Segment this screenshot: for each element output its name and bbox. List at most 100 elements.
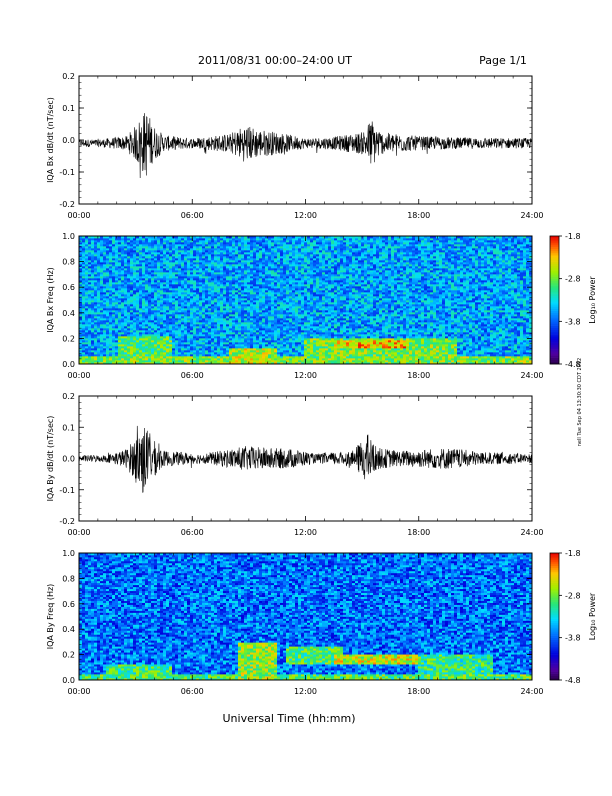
spectrogram-cell bbox=[280, 306, 283, 308]
spectrogram-cell bbox=[166, 238, 169, 240]
spectrogram-cell bbox=[169, 290, 172, 292]
spectrogram-cell bbox=[298, 296, 301, 298]
spectrogram-cell bbox=[250, 344, 253, 346]
spectrogram-cell bbox=[280, 270, 283, 272]
spectrogram-cell bbox=[211, 280, 214, 282]
spectrogram-cell bbox=[301, 272, 304, 274]
spectrogram-cell bbox=[109, 248, 112, 250]
spectrogram-cell bbox=[232, 248, 235, 250]
spectrogram-cell bbox=[265, 280, 268, 282]
spectrogram-cell bbox=[253, 258, 256, 260]
spectrogram-cell bbox=[88, 242, 91, 244]
spectrogram-cell bbox=[103, 302, 106, 304]
spectrogram-cell bbox=[259, 290, 262, 292]
spectrogram-cell bbox=[91, 294, 94, 296]
spectrogram-cell bbox=[118, 336, 121, 338]
spectrogram-cell bbox=[187, 266, 190, 268]
spectrogram-cell bbox=[268, 314, 271, 316]
spectrogram-cell bbox=[244, 312, 247, 314]
spectrogram-cell bbox=[229, 278, 232, 280]
spectrogram-cell bbox=[304, 258, 307, 260]
spectrogram-cell bbox=[127, 302, 130, 304]
spectrogram-cell bbox=[181, 270, 184, 272]
spectrogram-cell bbox=[139, 264, 142, 266]
spectrogram-cell bbox=[244, 338, 247, 340]
spectrogram-cell bbox=[100, 314, 103, 316]
spectrogram-cell bbox=[295, 284, 298, 286]
spectrogram-cell bbox=[127, 242, 130, 244]
spectrogram-cell bbox=[205, 336, 208, 338]
spectrogram-cell bbox=[304, 308, 307, 310]
spectrogram-cell bbox=[133, 346, 136, 348]
spectrogram-cell bbox=[241, 300, 244, 302]
spectrogram-cell bbox=[238, 282, 241, 284]
spectrogram-cell bbox=[109, 348, 112, 350]
spectrogram-cell bbox=[157, 266, 160, 268]
spectrogram-cell bbox=[112, 292, 115, 294]
spectrogram-cell bbox=[298, 294, 301, 296]
spectrogram-cell bbox=[91, 308, 94, 310]
spectrogram-cell bbox=[232, 294, 235, 296]
spectrogram-cell bbox=[112, 324, 115, 326]
spectrogram-cell bbox=[196, 306, 199, 308]
spectrogram-cell bbox=[238, 304, 241, 306]
spectrogram-cell bbox=[175, 320, 178, 322]
spectrogram-cell bbox=[133, 348, 136, 350]
spectrogram-cell bbox=[151, 270, 154, 272]
spectrogram-cell bbox=[214, 346, 217, 348]
spectrogram-cell bbox=[136, 346, 139, 348]
spectrogram-cell bbox=[229, 332, 232, 334]
spectrogram-cell bbox=[259, 336, 262, 338]
spectrogram-cell bbox=[175, 306, 178, 308]
spectrogram-cell bbox=[121, 282, 124, 284]
spectrogram-cell bbox=[277, 242, 280, 244]
spectrogram-cell bbox=[178, 352, 181, 354]
spectrogram-cell bbox=[211, 254, 214, 256]
spectrogram-cell bbox=[124, 266, 127, 268]
spectrogram-cell bbox=[208, 244, 211, 246]
spectrogram-cell bbox=[211, 240, 214, 242]
spectrogram-cell bbox=[151, 242, 154, 244]
spectrogram-cell bbox=[247, 318, 250, 320]
spectrogram-cell bbox=[295, 264, 298, 266]
spectrogram-cell bbox=[187, 354, 190, 356]
spectrogram-cell bbox=[154, 262, 157, 264]
spectrogram-cell bbox=[226, 334, 229, 336]
spectrogram-cell bbox=[202, 328, 205, 330]
spectrogram-cell bbox=[301, 318, 304, 320]
spectrogram-cell bbox=[121, 314, 124, 316]
spectrogram-cell bbox=[295, 294, 298, 296]
spectrogram-cell bbox=[304, 270, 307, 272]
spectrogram-cell bbox=[175, 298, 178, 300]
spectrogram-cell bbox=[133, 254, 136, 256]
spectrogram-cell bbox=[214, 342, 217, 344]
spectrogram-cell bbox=[265, 334, 268, 336]
spectrogram-cell bbox=[220, 318, 223, 320]
spectrogram-cell bbox=[145, 356, 148, 358]
spectrogram-cell bbox=[235, 250, 238, 252]
spectrogram-cell bbox=[148, 250, 151, 252]
spectrogram-cell bbox=[286, 250, 289, 252]
spectrogram-cell bbox=[79, 354, 82, 356]
spectrogram-cell bbox=[265, 272, 268, 274]
spectrogram-cell bbox=[283, 350, 286, 352]
spectrogram-cell bbox=[85, 320, 88, 322]
spectrogram-cell bbox=[298, 306, 301, 308]
spectrogram-cell bbox=[139, 308, 142, 310]
spectrogram-cell bbox=[127, 328, 130, 330]
x-tick-label: 18:00 bbox=[407, 211, 430, 220]
spectrogram-cell bbox=[253, 332, 256, 334]
spectrogram-cell bbox=[199, 270, 202, 272]
spectrogram-cell bbox=[136, 294, 139, 296]
spectrogram-cell bbox=[217, 350, 220, 352]
spectrogram-cell bbox=[196, 274, 199, 276]
spectrogram-cell bbox=[238, 308, 241, 310]
spectrogram-cell bbox=[217, 300, 220, 302]
spectrogram-cell bbox=[172, 356, 175, 358]
spectrogram-cell bbox=[268, 252, 271, 254]
spectrogram-cell bbox=[139, 336, 142, 338]
spectrogram-cell bbox=[259, 240, 262, 242]
spectrogram-cell bbox=[106, 356, 109, 358]
spectrogram-cell bbox=[172, 278, 175, 280]
spectrogram-cell bbox=[235, 332, 238, 334]
